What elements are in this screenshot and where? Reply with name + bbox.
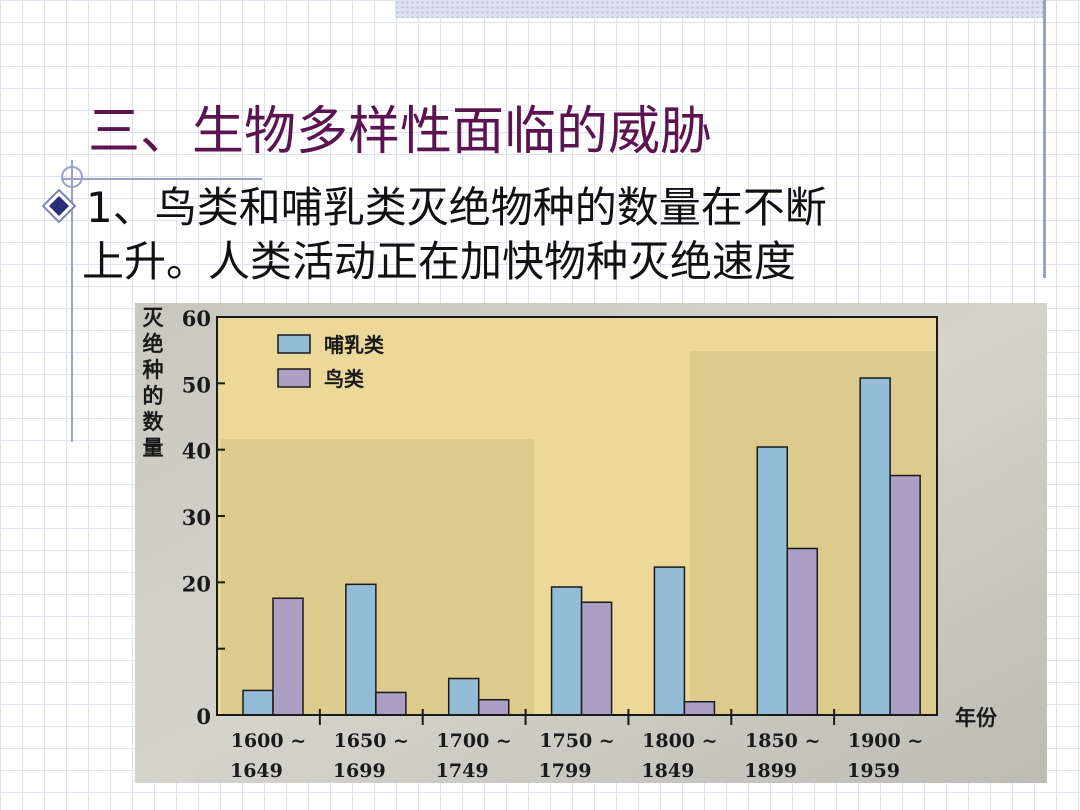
x-tick-label: 1600 ~	[231, 730, 306, 752]
diamond-bullet-icon	[42, 189, 76, 223]
decor-circle	[61, 166, 83, 188]
slide-title: 三、生物多样性面临的威胁	[88, 102, 713, 162]
bar-mammal	[550, 586, 583, 716]
y-tick-label: 30	[182, 505, 211, 530]
x-tick-label: 1699	[333, 760, 386, 782]
y-axis-label-char: 绝	[143, 332, 164, 356]
x-tick-label: 1959	[847, 760, 900, 782]
x-tick-label: 1800 ~	[642, 730, 717, 752]
bar-mammal	[345, 583, 377, 716]
x-tick-label: 1799	[539, 760, 592, 782]
y-axis-label-char: 灭	[143, 306, 165, 330]
chart-container: 0 20 30 40 50 60 灭绝种的数量 1600 ~ 1649 1650 ~ 1699 170…	[135, 303, 1047, 783]
legend-swatch	[277, 334, 311, 354]
decor-vertical-line-right	[1043, 0, 1046, 278]
x-axis-label: 年份	[955, 706, 998, 730]
bar-mammal	[859, 377, 891, 716]
y-axis-label-char: 种	[142, 358, 164, 382]
x-tick-label: 1849	[641, 760, 694, 782]
legend-swatch	[277, 368, 311, 388]
decor-horizontal-line	[62, 178, 262, 180]
bar-bird	[375, 691, 407, 716]
shade-region-left	[221, 439, 534, 715]
bullet-text-line2: 上升。人类活动正在加快物种灭绝速度	[82, 237, 797, 286]
bar-bird	[683, 700, 716, 716]
y-tick-label: 40	[182, 439, 211, 464]
x-tick-label: 1649	[230, 760, 283, 782]
bar-mammal	[756, 446, 789, 716]
y-tick-label: 20	[182, 571, 211, 596]
y-tick-label: 50	[182, 372, 211, 397]
y-axis-label-char: 数	[143, 410, 165, 434]
x-tick-label: 1749	[436, 760, 489, 782]
x-tick-label: 1650 ~	[334, 730, 409, 752]
y-tick-label: 0	[196, 704, 211, 729]
decor-vertical-line-left	[71, 160, 73, 442]
x-tick-label: 1750 ~	[539, 730, 614, 752]
x-tick-label: 1899	[744, 760, 797, 782]
bar-bird	[786, 547, 819, 716]
x-tick-label: 1700 ~	[436, 730, 511, 752]
legend-label: 鸟类	[324, 367, 364, 391]
y-axis-label-char: 的	[143, 384, 164, 408]
y-tick-label: 60	[182, 306, 211, 331]
bar-mammal	[653, 566, 686, 716]
bar-mammal	[242, 689, 274, 716]
bar-bird	[580, 601, 613, 716]
legend-label: 哺乳类	[324, 333, 384, 357]
y-axis-label-char: 量	[143, 436, 164, 460]
x-tick-label: 1850 ~	[745, 730, 820, 752]
x-tick-label: 1900 ~	[848, 730, 923, 752]
top-pattern-band	[395, 0, 1043, 18]
bar-bird	[889, 474, 921, 716]
bullet-text-line1: 1、鸟类和哺乳类灭绝物种的数量在不断	[86, 183, 827, 232]
bar-bird	[272, 597, 304, 716]
bar-bird	[477, 698, 510, 716]
bar-mammal	[447, 677, 480, 716]
